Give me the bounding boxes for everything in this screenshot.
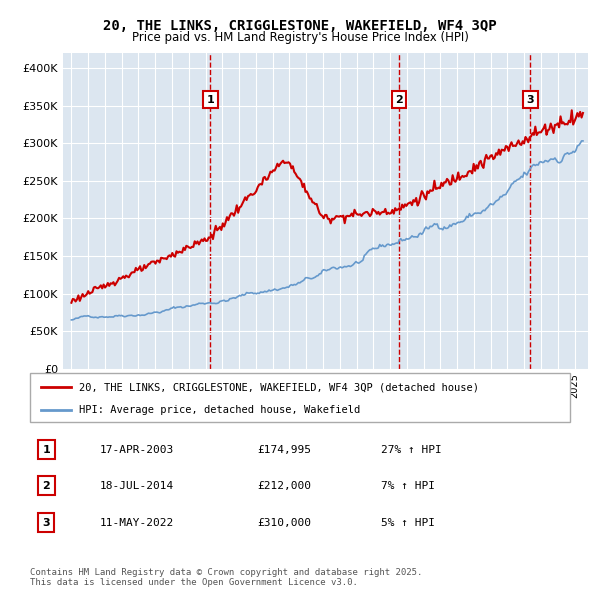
Text: £174,995: £174,995 bbox=[257, 445, 311, 454]
Text: HPI: Average price, detached house, Wakefield: HPI: Average price, detached house, Wake… bbox=[79, 405, 360, 415]
Text: £310,000: £310,000 bbox=[257, 517, 311, 527]
Text: 20, THE LINKS, CRIGGLESTONE, WAKEFIELD, WF4 3QP: 20, THE LINKS, CRIGGLESTONE, WAKEFIELD, … bbox=[103, 19, 497, 33]
Text: 3: 3 bbox=[527, 95, 534, 104]
Text: 2: 2 bbox=[43, 481, 50, 491]
Text: 27% ↑ HPI: 27% ↑ HPI bbox=[381, 445, 442, 454]
FancyBboxPatch shape bbox=[30, 373, 570, 422]
Text: 7% ↑ HPI: 7% ↑ HPI bbox=[381, 481, 435, 491]
Text: Price paid vs. HM Land Registry's House Price Index (HPI): Price paid vs. HM Land Registry's House … bbox=[131, 31, 469, 44]
Text: 17-APR-2003: 17-APR-2003 bbox=[100, 445, 175, 454]
Text: 20, THE LINKS, CRIGGLESTONE, WAKEFIELD, WF4 3QP (detached house): 20, THE LINKS, CRIGGLESTONE, WAKEFIELD, … bbox=[79, 382, 479, 392]
Text: 1: 1 bbox=[206, 95, 214, 104]
Text: 3: 3 bbox=[43, 517, 50, 527]
Text: 1: 1 bbox=[43, 445, 50, 454]
Text: Contains HM Land Registry data © Crown copyright and database right 2025.
This d: Contains HM Land Registry data © Crown c… bbox=[30, 568, 422, 587]
Text: 5% ↑ HPI: 5% ↑ HPI bbox=[381, 517, 435, 527]
Text: 18-JUL-2014: 18-JUL-2014 bbox=[100, 481, 175, 491]
Text: 2: 2 bbox=[395, 95, 403, 104]
Text: £212,000: £212,000 bbox=[257, 481, 311, 491]
Text: 11-MAY-2022: 11-MAY-2022 bbox=[100, 517, 175, 527]
